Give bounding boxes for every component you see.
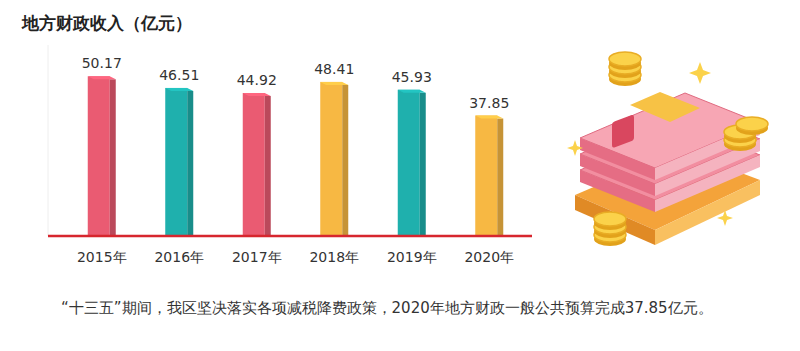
data-label: 46.51: [159, 67, 199, 83]
bar: [88, 76, 110, 236]
bar-side: [497, 119, 503, 236]
bar-side: [420, 93, 426, 236]
x-tick-label: 2019年: [387, 249, 437, 265]
caption: “十三五”期间，我区坚决落实各项减税降费政策，2020年地方财政一般公共预算完成…: [22, 296, 782, 321]
x-tick-label: 2016年: [154, 249, 204, 265]
bar-top: [398, 90, 426, 93]
data-label: 44.92: [237, 72, 277, 88]
page: 地方财政收入（亿元） 50.17 46.51 44.92 48.41 45.93 37.85…: [0, 0, 800, 351]
money-illustration: [567, 52, 768, 246]
data-label: 48.41: [314, 61, 354, 77]
bar-side: [187, 91, 193, 236]
x-tick-label: 2018年: [309, 249, 359, 265]
data-label: 50.17: [82, 55, 122, 71]
bar-top: [320, 82, 348, 85]
y-axis-line: [48, 45, 49, 236]
chart-svg: 50.17 46.51 44.92 48.41 45.93 37.85 2015年 2016年…: [0, 0, 800, 351]
bar: [475, 116, 497, 236]
bars: [88, 76, 504, 236]
x-tick-label: 2015年: [77, 249, 127, 265]
bar: [320, 82, 342, 236]
bar-top: [165, 88, 193, 91]
bar: [165, 88, 187, 236]
x-tick-label: 2017年: [232, 249, 282, 265]
bar-top: [243, 93, 271, 96]
bar-side: [342, 85, 348, 236]
x-tick-label: 2020年: [464, 249, 514, 265]
bar-top: [475, 116, 503, 119]
bar: [243, 93, 265, 236]
chart-title: 地方财政收入（亿元）: [22, 12, 192, 35]
bar-top: [88, 76, 116, 79]
bar: [398, 90, 420, 236]
data-label: 45.93: [392, 69, 432, 85]
bar-side: [110, 79, 116, 236]
baseline: [48, 235, 532, 238]
data-label: 37.85: [469, 95, 509, 111]
bar-side: [265, 96, 271, 236]
